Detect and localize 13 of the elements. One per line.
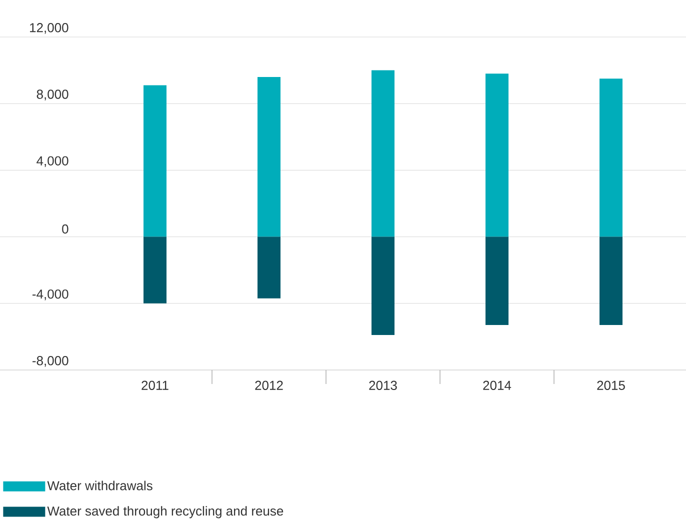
x-tick-label: 2011	[142, 380, 168, 390]
x-tick-label: 2015	[597, 380, 625, 390]
y-tick-label: 12,000	[30, 23, 68, 34]
x-tick-label: 2012	[255, 380, 283, 390]
y-tick-label: -4,000	[32, 289, 68, 300]
legend-label: Water saved through recycling and reuse	[47, 506, 284, 518]
legend-label: Water withdrawals	[47, 480, 152, 490]
y-tick-label: 0	[62, 224, 68, 234]
x-tick-label: 2013	[369, 380, 397, 390]
x-tick-label: 2014	[483, 380, 512, 390]
y-tick-label: 8,000	[36, 90, 68, 100]
y-tick-label: -8,000	[32, 356, 68, 367]
y-tick-label: 4,000	[36, 156, 68, 167]
